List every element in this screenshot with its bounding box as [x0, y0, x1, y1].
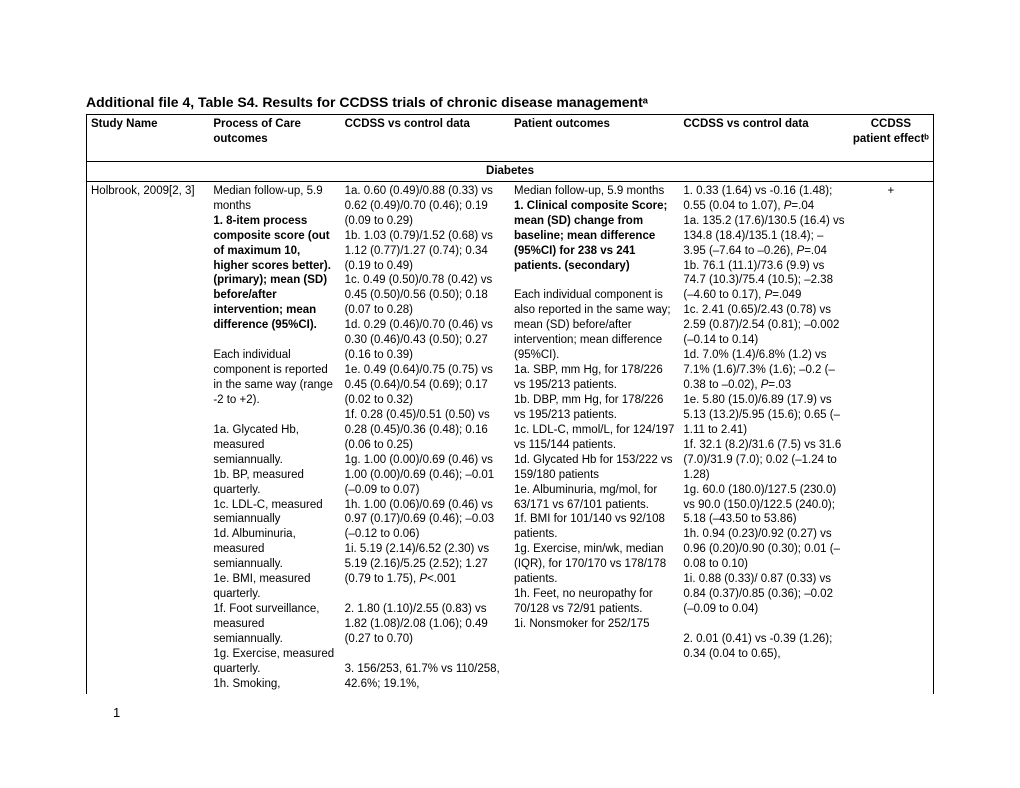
page-number: 1: [113, 705, 120, 720]
table-header-row: Study Name Process of Care outcomes CCDS…: [87, 115, 934, 162]
cell-study-name: Holbrook, 2009[2, 3]: [91, 184, 205, 199]
results-table: Study Name Process of Care outcomes CCDS…: [86, 114, 934, 694]
header-patient-outcomes: Patient outcomes: [510, 115, 679, 162]
cell-patient-outcomes: Median follow-up, 5.9 months1. Clinical …: [514, 184, 675, 632]
header-ccdss-patient-effect: CCDSS patient effectᵇ: [849, 115, 934, 162]
cell-ccdss-vs-control-2: 1. 0.33 (1.64) vs -0.16 (1.48); 0.55 (0.…: [683, 184, 844, 662]
header-ccdss-vs-control-1: CCDSS vs control data: [341, 115, 510, 162]
header-study-name: Study Name: [87, 115, 210, 162]
cell-process-of-care: Median follow-up, 5.9 months1. 8-item pr…: [213, 184, 336, 692]
section-label: Diabetes: [87, 161, 934, 181]
header-process-of-care: Process of Care outcomes: [209, 115, 340, 162]
table-title: Additional file 4, Table S4. Results for…: [86, 94, 934, 110]
table-row: Holbrook, 2009[2, 3] Median follow-up, 5…: [87, 181, 934, 693]
cell-effect: +: [853, 184, 929, 199]
cell-ccdss-vs-control-1: 1a. 0.60 (0.49)/0.88 (0.33) vs 0.62 (0.4…: [345, 184, 506, 692]
header-ccdss-vs-control-2: CCDSS vs control data: [679, 115, 848, 162]
section-row-diabetes: Diabetes: [87, 161, 934, 181]
